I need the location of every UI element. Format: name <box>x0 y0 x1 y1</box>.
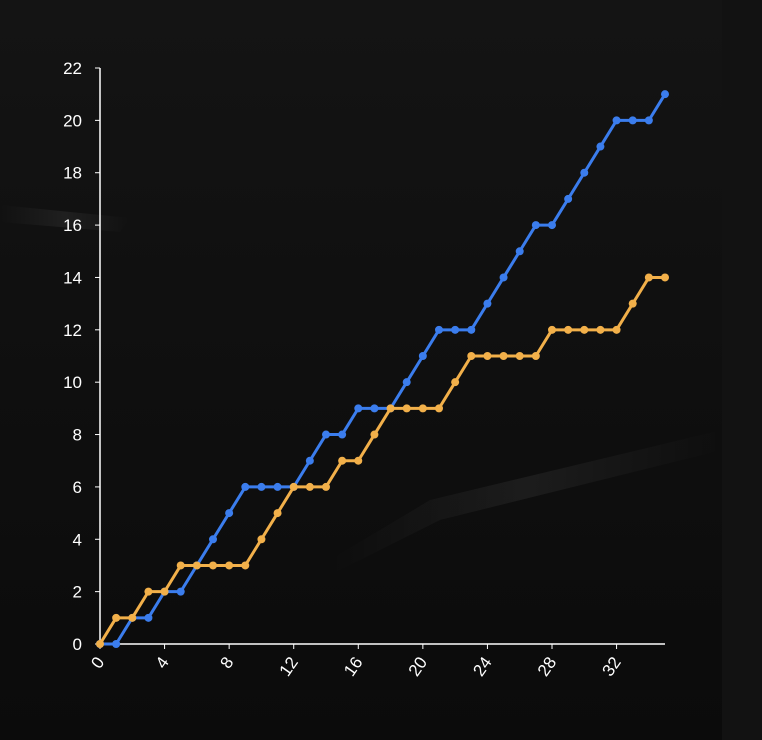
data-point <box>483 352 492 360</box>
y-tick-label: 12 <box>63 321 82 340</box>
data-point <box>192 561 201 570</box>
data-point <box>612 325 621 334</box>
data-point <box>548 221 556 230</box>
x-tick-label: 0 <box>87 653 108 672</box>
x-tick-label: 4 <box>152 653 173 672</box>
data-point <box>160 587 169 596</box>
data-point <box>418 404 427 413</box>
data-point <box>338 430 347 439</box>
data-point <box>435 325 443 334</box>
data-point <box>580 168 589 177</box>
data-point <box>305 456 314 465</box>
series-line <box>98 275 667 646</box>
data-point <box>257 482 266 491</box>
y-tick-label: 20 <box>63 111 82 130</box>
data-point <box>273 482 282 491</box>
y-tick-label: 0 <box>73 635 82 654</box>
data-point <box>418 352 427 360</box>
data-point <box>112 613 121 622</box>
y-tick-label: 18 <box>63 164 82 183</box>
background-edge <box>722 0 762 740</box>
data-point <box>435 404 443 413</box>
data-point <box>515 247 524 256</box>
y-tick-label: 16 <box>63 216 82 235</box>
data-point <box>531 221 540 230</box>
data-point <box>176 587 185 596</box>
y-tick-label: 2 <box>73 583 82 602</box>
y-tick-label: 22 <box>63 59 82 78</box>
data-point <box>305 482 314 491</box>
data-point <box>564 194 573 203</box>
y-tick-label: 4 <box>73 530 82 549</box>
data-point <box>628 116 637 125</box>
data-point <box>596 325 605 334</box>
data-point <box>499 352 508 360</box>
data-point <box>128 613 137 622</box>
y-tick-label: 8 <box>73 426 82 445</box>
y-tick-label: 10 <box>63 373 82 392</box>
data-point <box>628 299 637 308</box>
data-point <box>257 535 266 544</box>
y-tick-label: 6 <box>73 478 82 497</box>
data-point <box>209 561 217 570</box>
data-point <box>548 325 556 334</box>
data-point <box>241 482 250 491</box>
series-line <box>98 92 667 646</box>
data-point <box>225 509 234 518</box>
data-point <box>354 404 363 413</box>
data-point <box>225 561 234 570</box>
series-layer <box>96 90 669 648</box>
data-point <box>451 325 460 334</box>
x-tick-label: 8 <box>216 653 237 672</box>
data-point <box>144 613 153 622</box>
data-point <box>467 325 476 334</box>
data-point <box>596 142 605 151</box>
data-point <box>209 535 217 544</box>
data-point <box>451 378 460 387</box>
x-tick-label: 20 <box>405 653 431 679</box>
data-point <box>241 561 250 570</box>
data-point <box>176 561 185 570</box>
data-point <box>531 352 540 360</box>
x-tick-label: 32 <box>598 653 624 679</box>
data-point <box>467 352 476 360</box>
data-point <box>370 430 379 439</box>
data-point <box>144 587 153 596</box>
x-tick-label: 24 <box>469 653 495 679</box>
data-point <box>612 116 621 125</box>
data-point <box>564 325 573 334</box>
data-point <box>289 482 298 491</box>
x-tick-label: 28 <box>534 653 560 679</box>
data-point <box>112 640 121 648</box>
data-point <box>644 116 653 125</box>
x-tick-label: 12 <box>276 653 302 679</box>
data-point <box>661 273 669 282</box>
data-point <box>354 456 363 465</box>
data-point <box>322 430 330 439</box>
x-tick-label: 16 <box>340 653 366 679</box>
data-point <box>402 378 411 387</box>
data-point <box>661 90 669 99</box>
data-point <box>338 456 347 465</box>
data-point <box>515 352 524 360</box>
data-point <box>273 509 282 518</box>
data-point <box>370 404 379 413</box>
data-point <box>644 273 653 282</box>
data-point <box>483 299 492 308</box>
data-point <box>499 273 508 282</box>
data-point <box>96 640 104 648</box>
series-2 <box>96 273 669 648</box>
y-tick-label: 14 <box>63 268 82 287</box>
axes <box>95 67 665 649</box>
data-point <box>580 325 589 334</box>
data-point <box>386 404 395 413</box>
data-point <box>402 404 411 413</box>
background-streaks <box>0 205 722 575</box>
data-point <box>322 482 330 491</box>
